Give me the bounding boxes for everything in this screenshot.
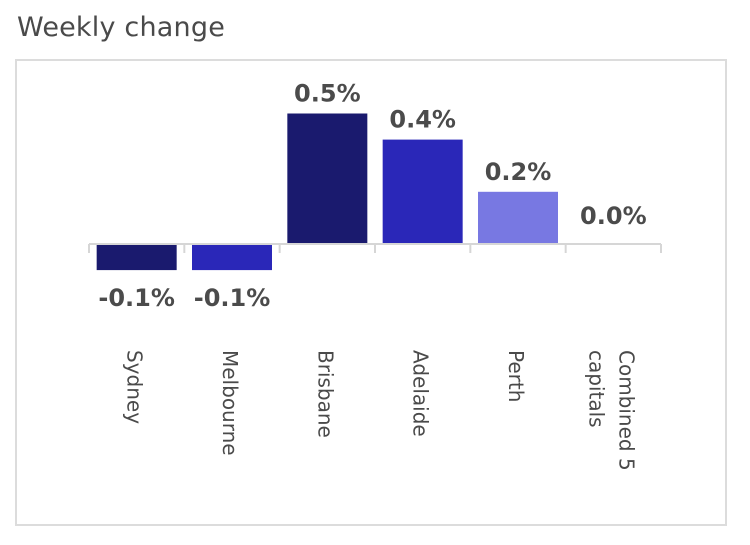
x-tick-label: Combined 5 [614, 350, 638, 471]
bars-layer [96, 113, 558, 271]
axis-layer [88, 243, 662, 253]
bar-sydney [96, 244, 177, 271]
x-tick-label: Brisbane [313, 350, 337, 438]
value-labels-layer: -0.1% -0.1% 0.5% 0.4% 0.2% 0.0% [98, 80, 646, 313]
bar-perth [478, 191, 558, 244]
data-label: 0.2% [485, 158, 552, 186]
x-tick-label: capitals [584, 350, 608, 428]
chart-frame [15, 59, 727, 526]
data-label: -0.1% [98, 284, 175, 312]
x-tick-label: Perth [504, 350, 528, 402]
data-label: -0.1% [194, 284, 271, 312]
bar-melbourne [192, 244, 272, 271]
data-label: 0.5% [294, 80, 361, 108]
bar-adelaide [382, 139, 463, 244]
data-label: 0.4% [389, 106, 456, 134]
bar-brisbane [287, 113, 368, 244]
x-tick-label: Melbourne [218, 350, 242, 456]
x-tick-label: Adelaide [409, 350, 433, 437]
data-label: 0.0% [580, 202, 647, 230]
chart-title: Weekly change [17, 12, 226, 43]
category-labels-layer: Sydney Melbourne Brisbane Adelaide Perth Comb… [123, 350, 639, 471]
x-tick-label: Sydney [123, 350, 147, 424]
